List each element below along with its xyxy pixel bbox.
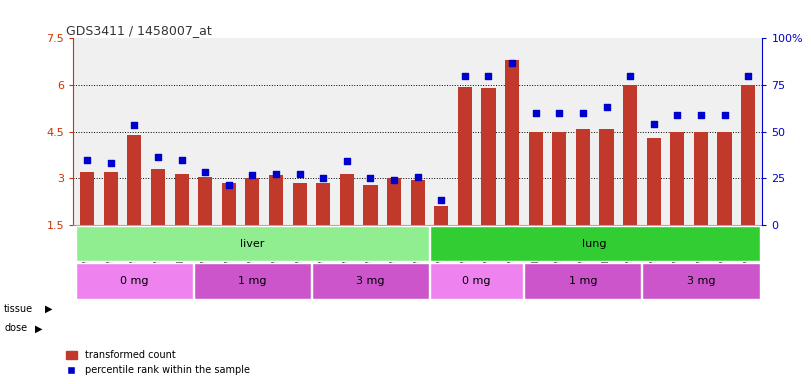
Text: 0 mg: 0 mg (462, 276, 491, 286)
Bar (174, 174, 189, 225)
Bar (457, 86, 472, 225)
Bar (434, 206, 448, 225)
Bar (576, 129, 590, 225)
Bar (482, 88, 496, 225)
Point (647, 121, 660, 127)
Bar (316, 183, 330, 225)
Point (152, 154, 165, 160)
Point (742, 73, 755, 79)
Point (269, 170, 282, 177)
Point (222, 181, 235, 187)
Bar (198, 177, 212, 225)
Text: 1 mg: 1 mg (238, 276, 267, 286)
Bar (430, 226, 760, 262)
Point (246, 172, 259, 178)
Text: 0 mg: 0 mg (120, 276, 148, 286)
Point (505, 60, 518, 66)
Point (128, 122, 141, 129)
Bar (312, 263, 429, 299)
Text: liver: liver (240, 238, 264, 248)
Point (175, 157, 188, 163)
Point (530, 110, 543, 116)
Bar (104, 172, 118, 225)
Bar (127, 135, 141, 225)
Point (293, 170, 306, 177)
Bar (430, 263, 523, 299)
Text: ▶: ▶ (35, 323, 42, 333)
Point (553, 110, 566, 116)
Bar (505, 60, 519, 225)
Bar (75, 226, 429, 262)
Point (80, 157, 93, 163)
Text: 3 mg: 3 mg (356, 276, 384, 286)
Bar (151, 169, 165, 225)
Point (600, 104, 613, 110)
Point (671, 111, 684, 118)
Text: lung: lung (582, 238, 607, 248)
Bar (269, 175, 283, 225)
Point (435, 197, 448, 203)
Point (577, 110, 590, 116)
Bar (642, 263, 760, 299)
Bar (340, 174, 354, 225)
Point (341, 158, 354, 164)
Point (364, 175, 377, 181)
Point (105, 160, 118, 166)
Text: dose: dose (4, 323, 28, 333)
Point (718, 111, 731, 118)
Bar (529, 132, 543, 225)
Bar (293, 183, 307, 225)
Bar (694, 132, 708, 225)
Bar (75, 263, 193, 299)
Text: 3 mg: 3 mg (687, 276, 715, 286)
Bar (670, 132, 684, 225)
Bar (363, 184, 378, 225)
Bar (80, 172, 94, 225)
Text: tissue: tissue (4, 304, 33, 314)
Point (694, 111, 707, 118)
Bar (245, 178, 260, 225)
Bar (410, 180, 425, 225)
Bar (221, 183, 236, 225)
Point (482, 73, 495, 79)
Point (411, 174, 424, 180)
Text: ▶: ▶ (45, 304, 52, 314)
Bar (646, 138, 661, 225)
Point (624, 73, 637, 79)
Bar (599, 129, 614, 225)
Text: 1 mg: 1 mg (569, 276, 597, 286)
Legend: transformed count, percentile rank within the sample: transformed count, percentile rank withi… (62, 346, 254, 379)
Point (388, 177, 401, 183)
Point (317, 175, 330, 181)
Text: GDS3411 / 1458007_at: GDS3411 / 1458007_at (66, 24, 212, 37)
Bar (552, 132, 566, 225)
Bar (387, 178, 401, 225)
Bar (741, 85, 755, 225)
Bar (525, 263, 642, 299)
Point (199, 169, 212, 175)
Bar (194, 263, 311, 299)
Bar (623, 85, 637, 225)
Bar (718, 132, 732, 225)
Point (458, 73, 471, 79)
